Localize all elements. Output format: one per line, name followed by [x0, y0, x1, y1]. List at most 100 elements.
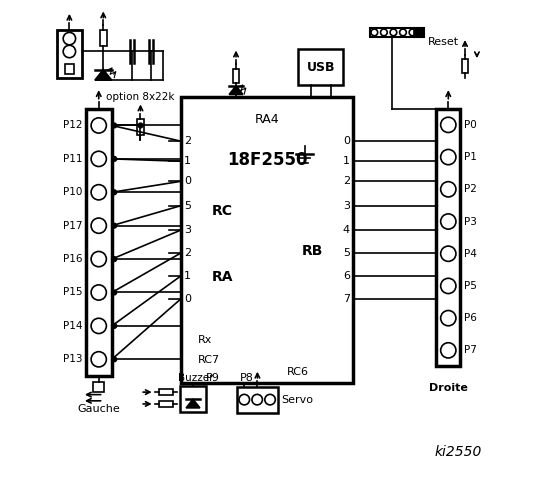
Text: 0: 0: [343, 136, 350, 146]
Text: USB: USB: [306, 60, 335, 73]
Bar: [180, 385, 206, 412]
Bar: [462, 60, 468, 73]
Text: P12: P12: [63, 120, 83, 131]
Circle shape: [252, 395, 263, 405]
Circle shape: [63, 33, 76, 45]
Circle shape: [265, 395, 275, 405]
Bar: [181, 97, 353, 383]
Circle shape: [91, 252, 106, 267]
Text: P2: P2: [463, 184, 477, 194]
Circle shape: [409, 29, 416, 36]
Circle shape: [441, 214, 456, 229]
Circle shape: [441, 181, 456, 197]
Circle shape: [91, 318, 106, 334]
Text: 0: 0: [184, 176, 191, 186]
Bar: [65, 64, 74, 74]
Text: 4: 4: [343, 225, 350, 235]
Polygon shape: [186, 399, 200, 408]
Bar: [57, 30, 82, 78]
Circle shape: [441, 246, 456, 261]
Text: 5: 5: [184, 201, 191, 211]
Text: RA: RA: [212, 270, 233, 284]
Circle shape: [112, 290, 117, 295]
Text: 3: 3: [184, 225, 191, 235]
Text: P4: P4: [463, 249, 477, 259]
Circle shape: [91, 151, 106, 167]
Text: RB: RB: [301, 244, 323, 258]
Text: 1: 1: [184, 271, 191, 281]
Text: RC: RC: [212, 204, 233, 218]
Text: Gauche: Gauche: [77, 404, 120, 414]
Bar: [100, 31, 107, 46]
Text: P8: P8: [240, 373, 254, 383]
Text: Servo: Servo: [281, 395, 314, 405]
Text: 1: 1: [343, 156, 350, 166]
Text: RC6: RC6: [287, 367, 309, 377]
Circle shape: [91, 218, 106, 233]
Text: 5: 5: [343, 248, 350, 258]
Bar: [237, 386, 278, 413]
Text: P5: P5: [463, 281, 477, 291]
Text: P0: P0: [463, 120, 476, 130]
Circle shape: [63, 45, 76, 58]
Circle shape: [371, 29, 378, 36]
Circle shape: [138, 123, 143, 128]
Text: ki2550: ki2550: [434, 445, 482, 459]
Circle shape: [112, 190, 117, 195]
Text: 7: 7: [343, 294, 350, 304]
Text: P9: P9: [206, 373, 220, 383]
Circle shape: [91, 185, 106, 200]
Bar: [86, 109, 112, 376]
Text: RA4: RA4: [254, 113, 279, 126]
Text: P11: P11: [63, 154, 83, 164]
Text: P6: P6: [463, 313, 477, 323]
Circle shape: [112, 324, 117, 328]
Text: Droite: Droite: [429, 383, 468, 393]
Text: P17: P17: [63, 221, 83, 231]
Circle shape: [239, 395, 249, 405]
Circle shape: [441, 343, 456, 358]
Bar: [298, 49, 343, 85]
Text: P10: P10: [64, 187, 83, 197]
Bar: [233, 69, 239, 83]
Text: 2: 2: [184, 248, 191, 258]
Polygon shape: [229, 86, 243, 95]
Bar: [137, 119, 144, 134]
Text: 18F2550: 18F2550: [227, 151, 307, 169]
Text: 1: 1: [184, 156, 191, 166]
Circle shape: [390, 29, 397, 36]
Circle shape: [91, 285, 106, 300]
Bar: [414, 28, 422, 36]
Text: Reset: Reset: [428, 37, 459, 47]
Bar: [369, 28, 425, 37]
Circle shape: [441, 117, 456, 132]
Bar: [159, 389, 173, 395]
Text: P14: P14: [63, 321, 83, 331]
Text: P16: P16: [63, 254, 83, 264]
Circle shape: [112, 156, 117, 161]
Bar: [93, 382, 104, 392]
Text: 2: 2: [343, 176, 350, 186]
Circle shape: [112, 223, 117, 228]
Text: Rx: Rx: [198, 335, 212, 345]
Text: 2: 2: [184, 136, 191, 146]
Text: P1: P1: [463, 152, 477, 162]
Circle shape: [380, 29, 387, 36]
Text: P3: P3: [463, 216, 477, 227]
Circle shape: [441, 149, 456, 165]
Text: 0: 0: [184, 294, 191, 304]
Circle shape: [441, 311, 456, 326]
Bar: [436, 109, 460, 366]
Polygon shape: [95, 70, 112, 80]
Text: P13: P13: [63, 354, 83, 364]
Text: RC7: RC7: [198, 355, 220, 365]
Text: P15: P15: [63, 288, 83, 298]
Text: 6: 6: [343, 271, 350, 281]
Circle shape: [441, 278, 456, 294]
Circle shape: [112, 257, 117, 262]
Text: 3: 3: [343, 201, 350, 211]
Text: option 8x22k: option 8x22k: [106, 92, 175, 102]
Circle shape: [112, 123, 117, 128]
Circle shape: [91, 118, 106, 133]
Text: Buzzer: Buzzer: [178, 373, 213, 383]
